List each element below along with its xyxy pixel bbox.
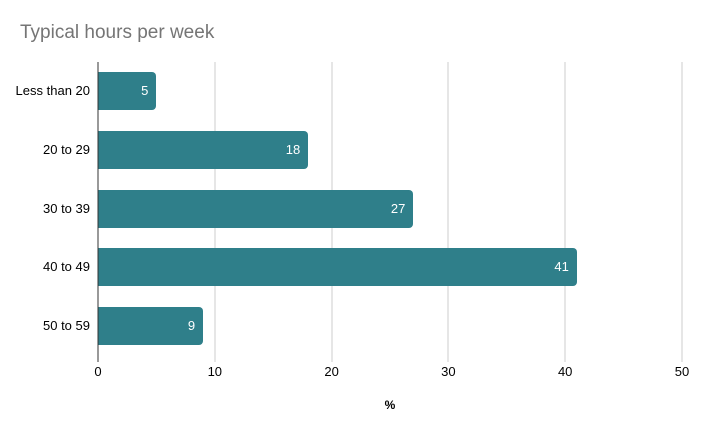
x-tick-label: 30: [441, 364, 456, 379]
bar: 9: [98, 306, 204, 345]
category-axis-labels: Less than 20 20 to 29 30 to 39 40 to 49 50 t…: [0, 62, 90, 355]
bar: 27: [98, 189, 414, 228]
chart-title: Typical hours per week: [20, 22, 215, 43]
gridline: [447, 62, 449, 362]
category-label: 30 to 39: [43, 200, 90, 216]
category-label: 40 to 49: [43, 259, 90, 275]
x-tick-label: 40: [557, 364, 573, 379]
bar-value-label: 41: [554, 259, 569, 275]
x-tick-label: 0: [94, 364, 102, 379]
x-tick-label: 10: [207, 364, 223, 379]
bar-value-label: 18: [285, 141, 301, 157]
category-label: 50 to 59: [43, 317, 90, 333]
plot-area: 5 18 27 41 9: [97, 62, 683, 362]
bar: 5: [98, 72, 157, 111]
category-label: Less than 20: [15, 83, 90, 99]
x-axis-title: %: [384, 398, 396, 412]
category-label: 20 to 29: [43, 141, 90, 157]
bar-value-label: 27: [390, 200, 406, 216]
bar-value-label: 5: [141, 83, 149, 99]
bar: 18: [98, 130, 309, 169]
bar: 41: [98, 248, 577, 287]
gridline: [564, 62, 566, 362]
x-tick-label: 20: [324, 364, 339, 379]
gridline: [681, 62, 683, 362]
y-axis-line: [97, 62, 99, 362]
x-tick-label: 50: [674, 364, 690, 379]
bar-value-label: 9: [187, 317, 196, 333]
value-axis-tick-labels: 0 10 20 30 40 50: [94, 364, 689, 380]
